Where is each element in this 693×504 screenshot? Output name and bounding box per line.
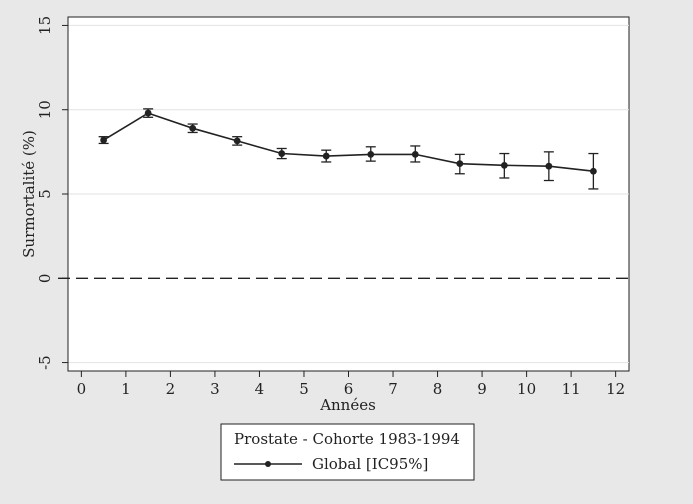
data-point-6 — [367, 150, 375, 158]
x-tick-label-1: 1 — [121, 380, 131, 398]
y-tick-label-5: 5 — [36, 189, 54, 199]
y-tick-label--5: -5 — [36, 355, 54, 370]
data-point-11 — [589, 167, 597, 175]
y-axis-label: Surmortalité (%) — [20, 130, 38, 258]
y-tick-label-10: 10 — [36, 100, 54, 119]
x-tick-label-11: 11 — [562, 380, 581, 398]
legend-box — [220, 423, 475, 481]
data-point-3 — [233, 137, 241, 145]
series-line-0 — [103, 112, 594, 172]
data-point-2 — [189, 124, 197, 132]
x-tick-label-9: 9 — [477, 380, 487, 398]
y-tick-label-0: 0 — [36, 274, 54, 284]
data-point-7 — [411, 150, 419, 158]
data-point-0 — [100, 136, 108, 144]
x-ticks: 0 1 2 3 4 5 6 7 8 9 10 11 12 — [77, 371, 625, 398]
data-point-10 — [545, 162, 553, 170]
data-point-1 — [144, 109, 152, 117]
series-global — [98, 108, 599, 190]
x-tick-label-6: 6 — [344, 380, 354, 398]
grid-lines — [68, 24, 629, 364]
data-point-8 — [456, 160, 464, 168]
x-tick-label-10: 10 — [517, 380, 536, 398]
x-tick-label-12: 12 — [606, 380, 625, 398]
x-axis-label: Années — [319, 396, 376, 414]
x-tick-label-7: 7 — [388, 380, 398, 398]
x-tick-label-5: 5 — [299, 380, 309, 398]
x-tick-label-8: 8 — [433, 380, 443, 398]
data-point-9 — [500, 161, 508, 169]
x-tick-label-3: 3 — [210, 380, 220, 398]
y-ticks: -5 0 5 10 15 — [36, 16, 68, 370]
x-tick-label-4: 4 — [255, 380, 265, 398]
legend-marker-swatch — [265, 461, 271, 467]
data-point-5 — [322, 152, 330, 160]
x-tick-label-2: 2 — [166, 380, 176, 398]
legend: Prostate - Cohorte 1983-1994 Global [IC9… — [220, 423, 475, 481]
data-point-4 — [278, 150, 286, 157]
y-tick-label-15: 15 — [36, 16, 54, 35]
legend-entry-global: Global [IC95%] — [312, 455, 428, 473]
x-tick-label-0: 0 — [77, 380, 87, 398]
legend-title: Prostate - Cohorte 1983-1994 — [234, 430, 460, 448]
